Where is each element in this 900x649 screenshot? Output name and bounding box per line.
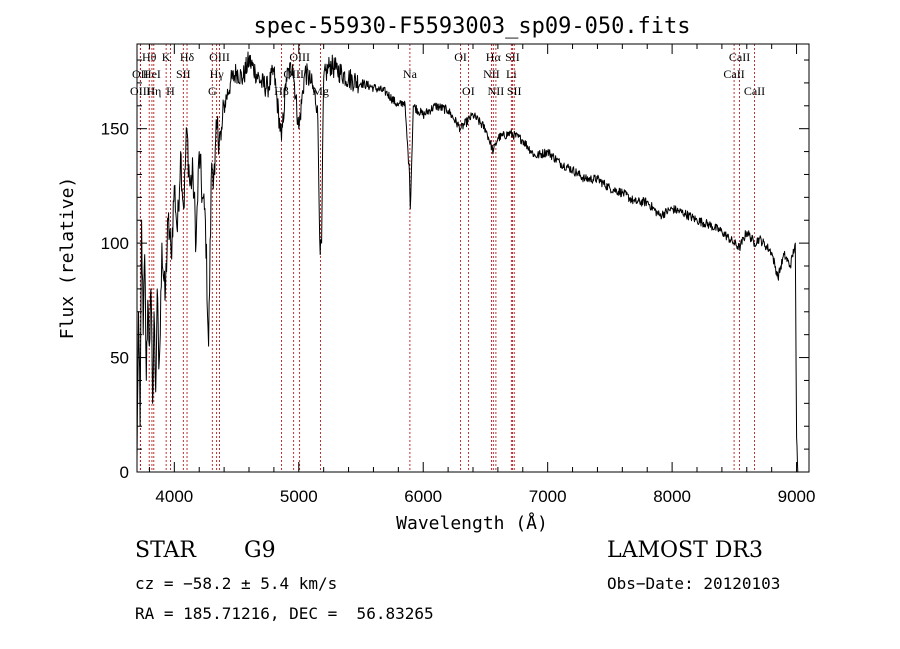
line-marker-label-16: Na — [403, 67, 418, 81]
line-marker-label-12: OIII — [289, 50, 310, 64]
y-tick-label-3: 150 — [101, 120, 129, 139]
line-marker-label-19: Hα — [486, 50, 502, 64]
coordinates: RA = 185.71216, DEC = 56.83265 — [135, 604, 434, 623]
line-marker-label-21: NII — [488, 84, 505, 98]
line-marker-label-9: OIII — [209, 50, 230, 64]
object-subclass: G9 — [244, 538, 276, 563]
line-marker-label-4: Hη — [146, 84, 161, 98]
line-marker-label-17: OI — [454, 50, 467, 64]
line-marker-label-23: Li — [506, 67, 517, 81]
y-tick-label-0: 0 — [120, 463, 129, 482]
x-tick-label-2: 6000 — [404, 487, 442, 506]
axis-ticks: 4000 5000 6000 7000 8000 9000 0 50 100 150 — [101, 44, 816, 506]
line-marker-label-0: Hθ — [142, 50, 157, 64]
plot-frame — [136, 43, 810, 473]
spectrum-series — [136, 51, 799, 473]
x-tick-label-1: 5000 — [280, 487, 318, 506]
line-marker-label-20: NII — [483, 67, 500, 81]
line-marker-label-25: CaII — [729, 50, 750, 64]
line-marker-label-3: HeI — [143, 67, 161, 81]
observation-date: Obs−Date: 20120103 — [607, 574, 781, 593]
line-marker-label-26: CaII — [723, 67, 744, 81]
line-marker-label-22: SII — [505, 50, 520, 64]
object-class: STAR — [135, 538, 196, 563]
spectrum-line-0 — [136, 51, 799, 473]
x-tick-label-5: 9000 — [778, 487, 816, 506]
y-axis-label: Flux (relative) — [57, 177, 78, 340]
line-marker-label-6: H — [166, 84, 175, 98]
line-marker-label-10: Hγ — [210, 67, 225, 81]
line-marker-label-27: CaII — [744, 84, 765, 98]
line-marker-label-7: SII — [176, 67, 191, 81]
chart-title: spec-55930-F5593003_sp09-050.fits — [253, 14, 690, 39]
x-tick-label-0: 4000 — [155, 487, 193, 506]
survey-name: LAMOST DR3 — [607, 538, 763, 563]
line-marker-label-2: OIII — [130, 84, 151, 98]
y-tick-label-2: 100 — [101, 234, 129, 253]
x-tick-label-3: 7000 — [529, 487, 567, 506]
y-tick-label-1: 50 — [110, 349, 129, 368]
line-marker-label-5: K — [162, 50, 171, 64]
line-marker-label-15: Mg — [312, 84, 329, 98]
x-axis-label: Wavelength (Å) — [396, 512, 548, 534]
line-marker-label-24: SII — [507, 84, 522, 98]
x-tick-label-4: 8000 — [653, 487, 691, 506]
line-marker-label-11: G — [208, 84, 217, 98]
redshift-velocity: cz = −58.2 ± 5.4 km/s — [135, 574, 338, 593]
line-marker-label-8: Hδ — [180, 50, 195, 64]
line-marker-label-18: OI — [462, 84, 475, 98]
